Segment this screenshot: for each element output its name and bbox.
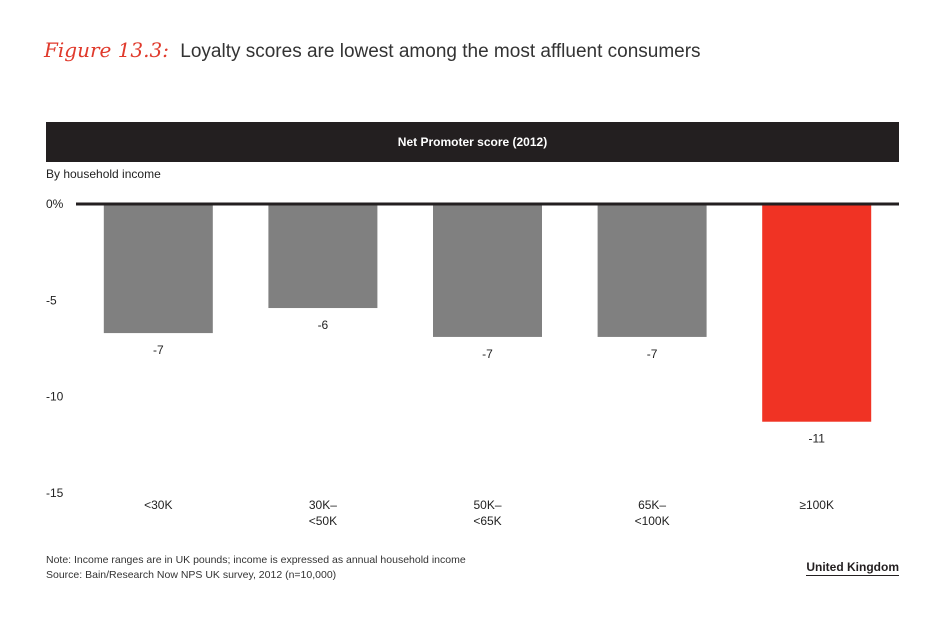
figure-label: Figure 13.3: [44, 38, 169, 62]
chart-subtitle: By household income [46, 167, 161, 181]
bar [597, 204, 707, 337]
x-tick-label: 65K– [638, 498, 666, 512]
data-label: -7 [647, 347, 658, 361]
bar [762, 204, 872, 422]
x-tick-label: ≥100K [799, 498, 834, 512]
x-tick-label: 30K– [309, 498, 337, 512]
y-tick-label: -10 [46, 390, 64, 404]
bar [103, 204, 213, 334]
chart-title: Net Promoter score (2012) [397, 135, 548, 149]
x-tick-label: <50K [309, 514, 337, 528]
x-tick-label: <30K [144, 498, 172, 512]
figure-headline: Loyalty scores are lowest among the most… [180, 41, 701, 62]
x-tick-label: <100K [635, 514, 670, 528]
bar [433, 204, 542, 337]
figure-title: Figure 13.3: Loyalty scores are lowest a… [44, 38, 701, 63]
y-tick-label: -5 [46, 293, 57, 307]
y-tick-label: -15 [46, 486, 64, 500]
x-tick-label: <65K [473, 514, 501, 528]
source-text: Source: Bain/Research Now NPS UK survey,… [46, 569, 337, 581]
data-label: -7 [153, 343, 164, 357]
y-tick-label: 0% [46, 197, 64, 211]
x-tick-label: 50K– [473, 498, 501, 512]
note-text: Note: Income ranges are in UK pounds; in… [46, 554, 466, 566]
data-label: -7 [482, 347, 493, 361]
data-label: -11 [808, 432, 825, 446]
chart-banner: Net Promoter score (2012) [46, 122, 899, 162]
region-label: United Kingdom [806, 560, 899, 576]
data-label: -6 [318, 318, 329, 332]
bar [268, 204, 378, 309]
